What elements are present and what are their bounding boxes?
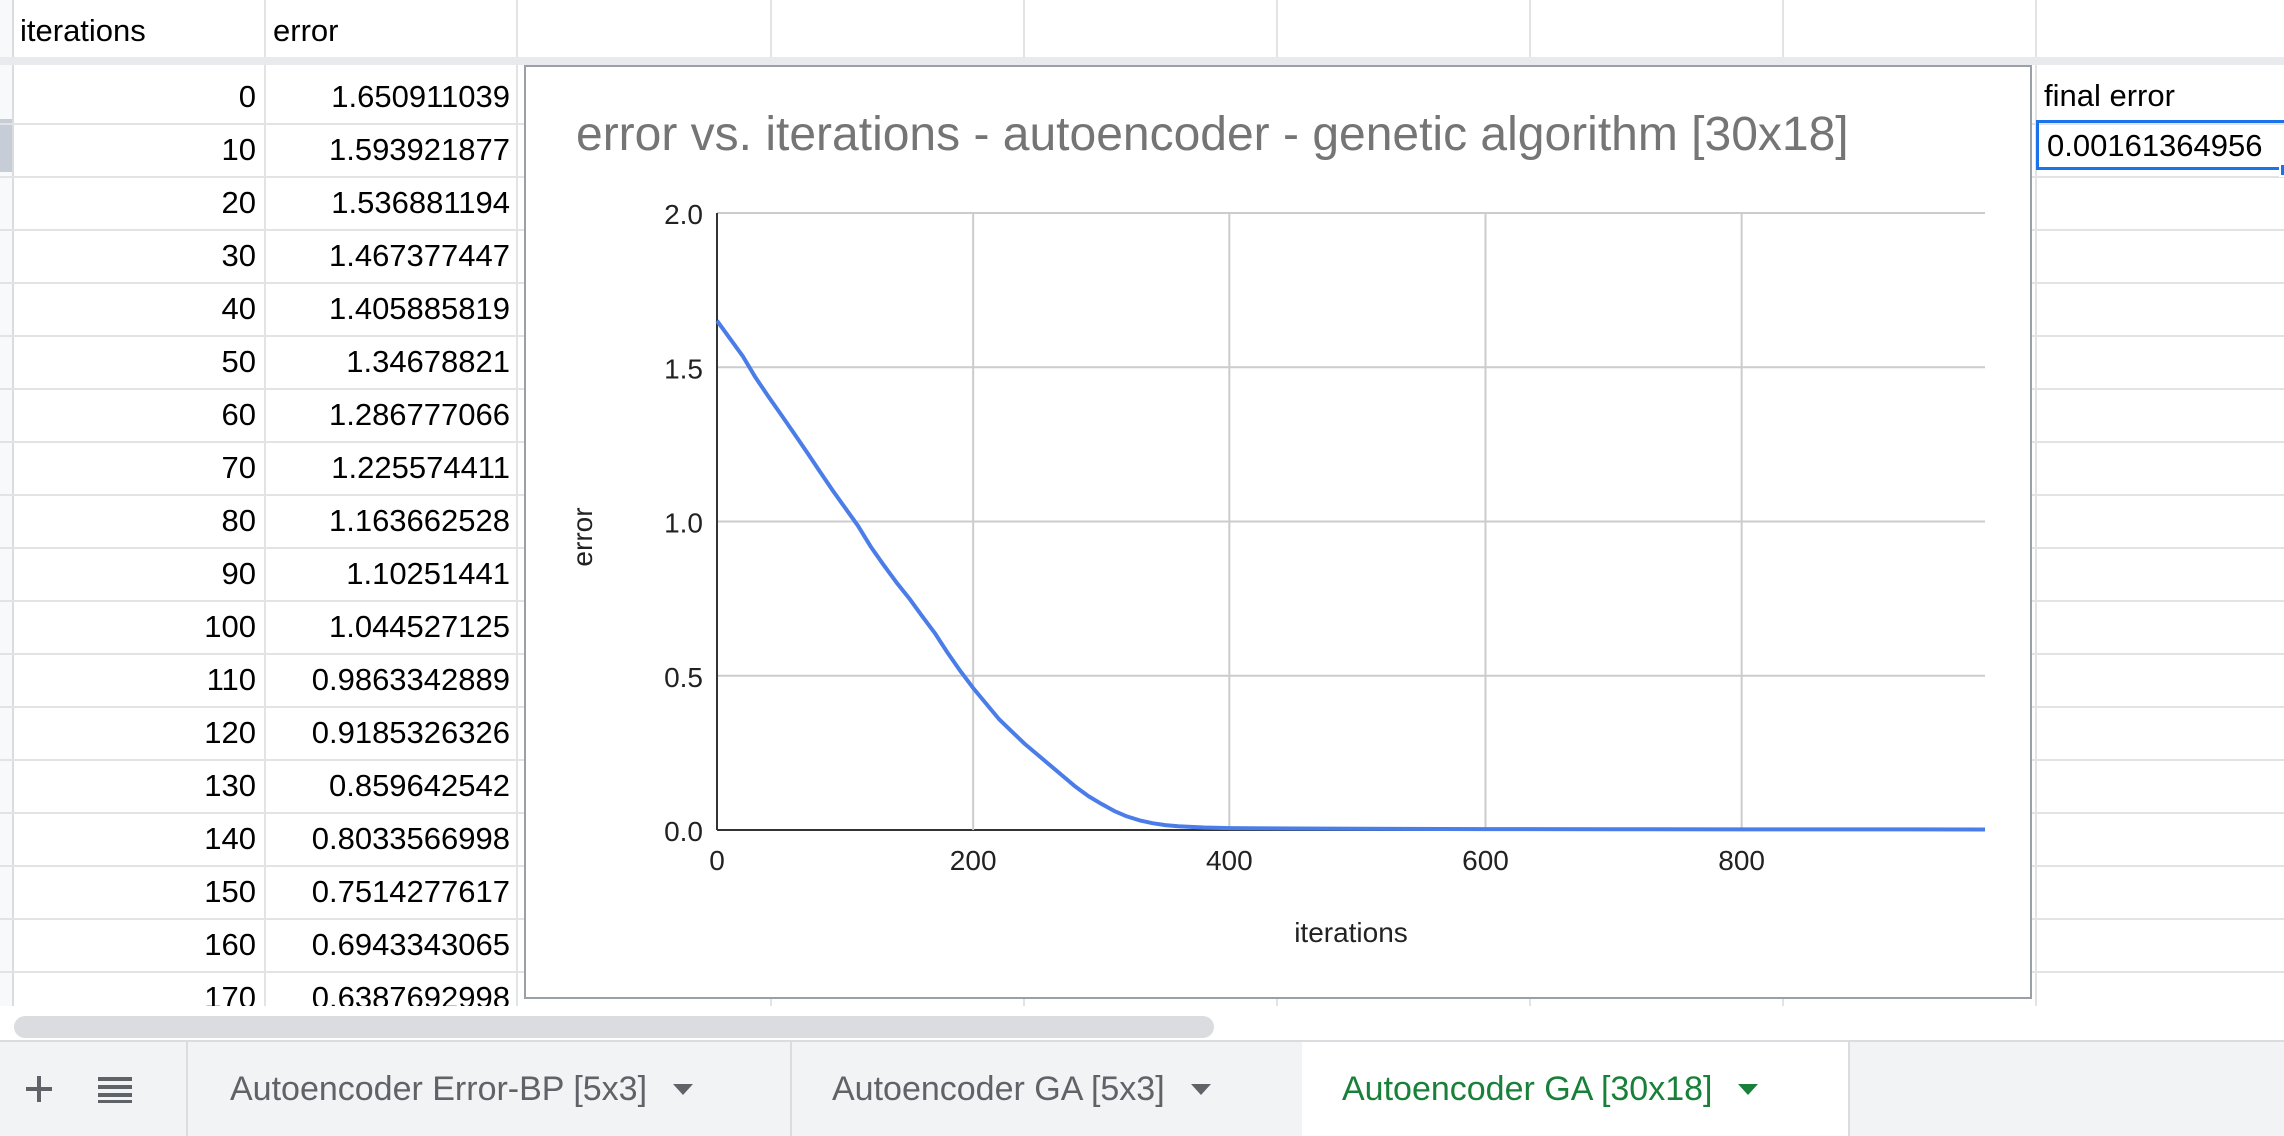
final-error-label[interactable]: final error bbox=[2044, 78, 2175, 113]
cell-iterations[interactable]: 90 bbox=[221, 556, 256, 591]
caret-down-icon[interactable] bbox=[673, 1083, 694, 1095]
line-chart[interactable]: error vs. iterations - autoencoder - gen… bbox=[524, 65, 2032, 999]
tab-label: Autoencoder Error-BP [5x3] bbox=[230, 1069, 648, 1108]
tab-autoencoder-ga-30x18[interactable]: Autoencoder GA [30x18] bbox=[1302, 1042, 1848, 1136]
horizontal-scrollbar-thumb[interactable] bbox=[14, 1016, 1214, 1038]
cell-error[interactable]: 1.163662528 bbox=[328, 503, 510, 538]
x-axis-title: iterations bbox=[1294, 917, 1408, 948]
cell-iterations[interactable]: 120 bbox=[204, 715, 256, 750]
error-series-line bbox=[715, 319, 1986, 832]
cell-iterations[interactable]: 10 bbox=[221, 132, 256, 167]
cell-iterations[interactable]: 40 bbox=[221, 291, 256, 326]
cell-error[interactable]: 1.286777066 bbox=[328, 397, 510, 432]
caret-down-icon[interactable] bbox=[1190, 1083, 1211, 1095]
tab-separator bbox=[790, 1042, 792, 1136]
cell-error[interactable]: 1.593921877 bbox=[328, 132, 510, 167]
cell-error[interactable]: 1.044527125 bbox=[328, 609, 510, 644]
final-error-cell[interactable]: 0.00161364956 bbox=[2036, 120, 2284, 170]
y-tick-label: 1.5 bbox=[664, 353, 703, 384]
list-icon bbox=[98, 1077, 132, 1103]
cell-iterations[interactable]: 100 bbox=[204, 609, 256, 644]
cell-iterations[interactable]: 140 bbox=[204, 821, 256, 856]
row-header-strip[interactable] bbox=[0, 0, 14, 1040]
cell-error[interactable]: 0.8033566998 bbox=[311, 821, 510, 856]
cell-error[interactable]: 1.10251441 bbox=[346, 556, 510, 591]
cell-error[interactable]: 0.7514277617 bbox=[311, 874, 510, 909]
cell-iterations[interactable]: 60 bbox=[221, 397, 256, 432]
cell-iterations[interactable]: 0 bbox=[238, 79, 256, 114]
cell-iterations[interactable]: 70 bbox=[221, 450, 256, 485]
y-tick-label: 0.5 bbox=[664, 662, 703, 693]
x-tick-label: 400 bbox=[1206, 845, 1253, 876]
tab-label: Autoencoder GA [30x18] bbox=[1342, 1069, 1713, 1108]
tab-separator bbox=[186, 1042, 188, 1136]
header-iterations[interactable]: iterations bbox=[20, 13, 146, 48]
cell-error[interactable]: 0.859642542 bbox=[328, 768, 510, 803]
chart-title: error vs. iterations - autoencoder - gen… bbox=[576, 108, 1849, 161]
cell-error[interactable]: 0.9863342889 bbox=[311, 662, 510, 697]
cell-iterations[interactable]: 50 bbox=[221, 344, 256, 379]
x-tick-label: 0 bbox=[709, 845, 725, 876]
column-divider bbox=[516, 0, 518, 1040]
cell-error[interactable]: 0.9185326326 bbox=[311, 715, 510, 750]
chart-plot: 0.0 0.5 1.0 1.5 2.0 0 200 400 600 800 iterations er… bbox=[567, 199, 1986, 948]
plus-icon bbox=[26, 1076, 52, 1102]
cell-error[interactable]: 1.467377447 bbox=[328, 238, 510, 273]
frozen-row-divider[interactable] bbox=[0, 57, 2284, 65]
cell-iterations[interactable]: 130 bbox=[204, 768, 256, 803]
tab-autoencoder-ga-5x3[interactable]: Autoencoder GA [5x3] bbox=[792, 1042, 1302, 1136]
cell-error[interactable]: 1.34678821 bbox=[346, 344, 510, 379]
cell-error[interactable]: 1.405885819 bbox=[328, 291, 510, 326]
column-divider bbox=[264, 0, 266, 1040]
selection-fill-handle[interactable] bbox=[2279, 163, 2284, 177]
all-sheets-button[interactable] bbox=[90, 1042, 140, 1136]
cell-iterations[interactable]: 160 bbox=[204, 927, 256, 962]
selected-row-marker bbox=[0, 119, 12, 172]
y-axis-title: error bbox=[567, 507, 598, 566]
x-tick-label: 800 bbox=[1718, 845, 1765, 876]
cell-iterations[interactable]: 80 bbox=[221, 503, 256, 538]
cell-error[interactable]: 1.650911039 bbox=[331, 79, 510, 114]
tab-label: Autoencoder GA [5x3] bbox=[832, 1069, 1165, 1108]
x-tick-label: 200 bbox=[950, 845, 997, 876]
cell-error[interactable]: 1.225574411 bbox=[331, 450, 510, 485]
cell-error[interactable]: 1.536881194 bbox=[331, 185, 510, 220]
caret-down-icon[interactable] bbox=[1738, 1083, 1759, 1095]
tab-separator bbox=[1848, 1042, 1850, 1136]
add-sheet-button[interactable] bbox=[14, 1042, 64, 1136]
tab-autoencoder-error-bp-5x3[interactable]: Autoencoder Error-BP [5x3] bbox=[188, 1042, 790, 1136]
y-tick-label: 2.0 bbox=[664, 199, 703, 230]
cell-iterations[interactable]: 20 bbox=[221, 185, 256, 220]
column-divider bbox=[2035, 0, 2037, 1040]
y-tick-label: 1.0 bbox=[664, 508, 703, 539]
x-tick-label: 600 bbox=[1462, 845, 1509, 876]
cell-iterations[interactable]: 150 bbox=[204, 874, 256, 909]
cell-iterations[interactable]: 110 bbox=[206, 662, 256, 697]
header-error[interactable]: error bbox=[273, 13, 339, 48]
cell-error[interactable]: 0.6943343065 bbox=[311, 927, 510, 962]
sheet-tab-bar: Autoencoder Error-BP [5x3] Autoencoder G… bbox=[0, 1040, 2284, 1136]
y-tick-label: 0.0 bbox=[664, 816, 703, 847]
cell-iterations[interactable]: 30 bbox=[221, 238, 256, 273]
